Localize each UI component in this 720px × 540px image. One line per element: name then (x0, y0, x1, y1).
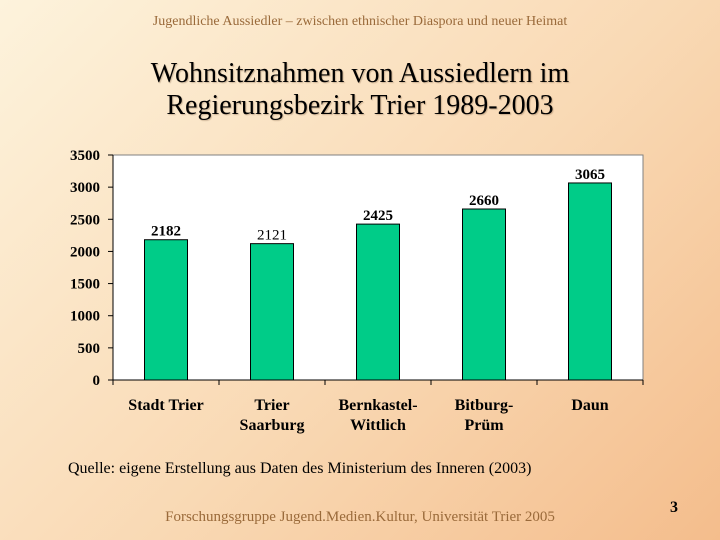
y-tick-label-1: 500 (78, 341, 101, 357)
category-label-3-0: Bitburg- (455, 397, 514, 414)
source-note: Quelle: eigene Erstellung aus Daten des … (68, 460, 532, 477)
bar-4 (568, 182, 612, 381)
data-label-2: 2425 (363, 208, 393, 224)
category-label-2-1: Wittlich (350, 417, 406, 434)
y-tick-label-3: 1500 (70, 277, 100, 293)
category-label-0-0: Stadt Trier (128, 397, 203, 414)
category-label-3-1: Prüm (464, 417, 504, 434)
data-label-0: 2182 (151, 224, 181, 240)
category-label-2-0: Bernkastel- (338, 397, 417, 414)
category-label-4-0: Daun (571, 397, 608, 414)
y-tick-label-2: 1000 (70, 309, 100, 325)
data-label-3: 2660 (469, 193, 499, 209)
y-tick-label-6: 3000 (70, 180, 100, 196)
data-label-1: 2121 (257, 228, 287, 244)
page-number: 3 (670, 499, 678, 516)
title-line-1: Wohnsitznahmen von Aussiedlern im (150, 58, 570, 89)
footer-credit: Forschungsgruppe Jugend.Medien.Kultur, U… (165, 509, 555, 525)
bar-2 (356, 223, 400, 381)
title-line-2: Regierungsbezirk Trier 1989-2003 (166, 90, 554, 121)
bar-0 (144, 239, 188, 381)
data-label-4: 3065 (575, 167, 605, 183)
y-tick-label-7: 3500 (70, 148, 100, 164)
y-tick-label-4: 2000 (70, 244, 100, 260)
y-tick-label-0: 0 (93, 373, 101, 389)
bar-3 (462, 208, 506, 381)
slide-title: Wohnsitznahmen von Aussiedlern im Regier… (0, 58, 720, 122)
presentation-header: Jugendliche Aussiedler – zwischen ethnis… (152, 14, 568, 29)
category-label-1-0: Trier (254, 397, 289, 414)
bar-1 (250, 243, 294, 381)
y-tick-label-5: 2500 (70, 212, 100, 228)
category-label-1-1: Saarburg (240, 417, 305, 434)
